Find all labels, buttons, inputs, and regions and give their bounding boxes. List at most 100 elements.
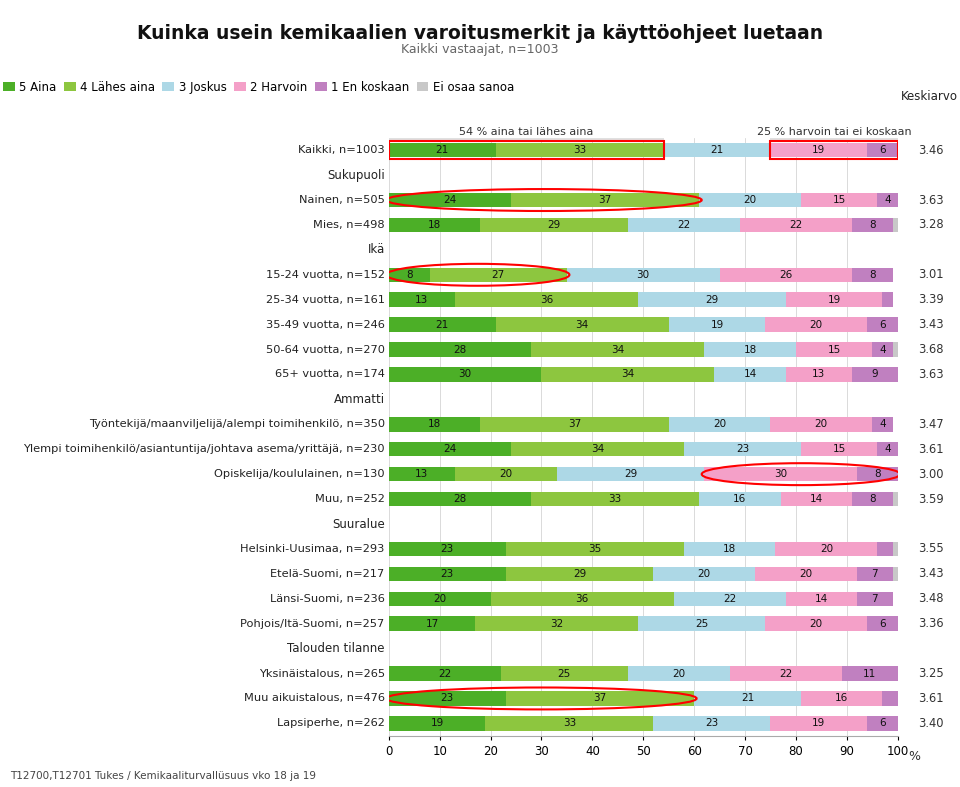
Text: 26: 26: [779, 270, 792, 280]
Text: 3.01: 3.01: [918, 268, 944, 281]
Text: 4: 4: [879, 419, 886, 430]
Text: 21: 21: [436, 320, 449, 330]
Bar: [389, 143, 495, 157]
Text: 3.36: 3.36: [918, 617, 944, 630]
Text: 33: 33: [563, 719, 576, 729]
Bar: [873, 417, 893, 431]
Text: 3.43: 3.43: [918, 318, 944, 331]
Bar: [893, 218, 898, 232]
Bar: [557, 467, 705, 482]
Bar: [857, 567, 893, 581]
Bar: [893, 541, 898, 556]
Bar: [495, 143, 663, 157]
Text: Etelä-Suomi, n=217: Etelä-Suomi, n=217: [271, 569, 385, 579]
Text: 23: 23: [441, 544, 454, 554]
Bar: [566, 268, 720, 282]
Text: 30: 30: [459, 369, 471, 379]
Text: Suuralue: Suuralue: [332, 518, 385, 530]
Bar: [852, 492, 893, 506]
Text: 18: 18: [743, 345, 756, 355]
Text: 14: 14: [815, 593, 828, 604]
Text: 4: 4: [884, 444, 891, 454]
Text: 3.00: 3.00: [918, 467, 944, 481]
Bar: [857, 592, 893, 606]
Text: 30: 30: [774, 469, 787, 479]
Bar: [480, 218, 628, 232]
Text: 17: 17: [425, 619, 439, 629]
Bar: [684, 442, 801, 456]
Bar: [389, 293, 455, 307]
Text: 3.25: 3.25: [918, 667, 944, 680]
Bar: [389, 124, 663, 142]
Bar: [867, 317, 898, 332]
Bar: [893, 567, 898, 581]
Text: 7: 7: [872, 593, 878, 604]
Text: 20: 20: [815, 419, 828, 430]
Bar: [852, 268, 893, 282]
Bar: [882, 691, 898, 706]
Bar: [699, 492, 780, 506]
Bar: [852, 368, 898, 382]
Text: Sukupuoli: Sukupuoli: [327, 168, 385, 182]
Bar: [506, 691, 694, 706]
Text: 9: 9: [872, 369, 878, 379]
Text: 18: 18: [723, 544, 736, 554]
Bar: [506, 541, 684, 556]
Text: 34: 34: [621, 369, 635, 379]
Text: Mies, n=498: Mies, n=498: [313, 220, 385, 230]
Bar: [730, 667, 842, 681]
Text: 20: 20: [698, 569, 710, 579]
Text: 20: 20: [800, 569, 812, 579]
Text: 3.63: 3.63: [918, 194, 944, 206]
Text: Opiskelija/koululainen, n=130: Opiskelija/koululainen, n=130: [214, 469, 385, 479]
Text: 19: 19: [812, 145, 826, 155]
Bar: [740, 218, 852, 232]
Text: 3.28: 3.28: [918, 219, 944, 231]
Text: 25: 25: [558, 668, 571, 678]
Text: 20: 20: [820, 544, 833, 554]
Text: 25-34 vuotta, n=161: 25-34 vuotta, n=161: [266, 294, 385, 305]
Bar: [771, 143, 867, 157]
Bar: [705, 467, 857, 482]
Bar: [511, 193, 699, 207]
Text: 29: 29: [573, 569, 587, 579]
Bar: [765, 317, 867, 332]
Text: 6: 6: [879, 719, 886, 729]
Bar: [898, 691, 902, 706]
Text: 32: 32: [550, 619, 564, 629]
Text: Muu aikuistalous, n=476: Muu aikuistalous, n=476: [244, 693, 385, 704]
Bar: [389, 492, 531, 506]
Bar: [389, 442, 511, 456]
Text: Ikä: Ikä: [368, 243, 385, 257]
Bar: [628, 667, 730, 681]
Text: 29: 29: [547, 220, 561, 230]
Bar: [756, 567, 857, 581]
Bar: [669, 317, 765, 332]
Text: 29: 29: [624, 469, 637, 479]
Bar: [486, 716, 654, 730]
Bar: [684, 541, 776, 556]
Bar: [389, 467, 455, 482]
Text: 6: 6: [879, 145, 886, 155]
Text: Lapsiperhe, n=262: Lapsiperhe, n=262: [276, 719, 385, 729]
Text: 20: 20: [433, 593, 446, 604]
Bar: [491, 592, 674, 606]
Text: 34: 34: [590, 444, 604, 454]
Bar: [654, 567, 756, 581]
Bar: [389, 616, 475, 631]
Text: 21: 21: [436, 145, 449, 155]
Bar: [674, 592, 785, 606]
Text: Talouden tilanne: Talouden tilanne: [287, 642, 385, 655]
Text: 33: 33: [609, 494, 622, 504]
Text: 20: 20: [713, 419, 726, 430]
Bar: [867, 143, 898, 157]
Bar: [893, 342, 898, 357]
Text: 8: 8: [869, 270, 876, 280]
Bar: [389, 268, 429, 282]
Text: 3.43: 3.43: [918, 567, 944, 580]
Text: 23: 23: [735, 444, 749, 454]
Text: Muu, n=252: Muu, n=252: [315, 494, 385, 504]
Text: 19: 19: [812, 719, 826, 729]
Text: 16: 16: [733, 494, 747, 504]
Text: 20: 20: [499, 469, 513, 479]
